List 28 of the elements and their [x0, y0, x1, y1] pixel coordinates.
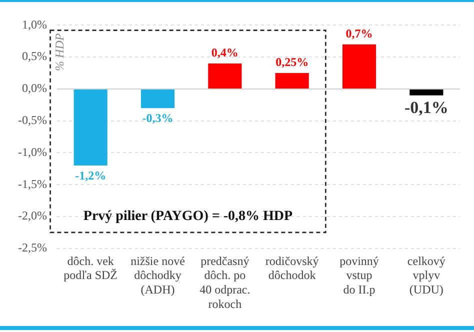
y-tick-label: -2,5%: [18, 240, 47, 255]
y-tick-label: -1,5%: [18, 176, 47, 191]
y-axis-title: % HDP: [52, 32, 66, 71]
x-tick-label: celkový vplyv (UDU): [407, 254, 446, 297]
bar: [74, 88, 108, 166]
x-tick-label: povinný vstup do II.p: [340, 254, 379, 297]
data-label: 0,4%: [211, 46, 238, 60]
annotation: Prvý pilier (PAYGO) = -0,8% HDP: [83, 209, 293, 224]
data-label: 0,25%: [276, 55, 309, 70]
bar: [342, 44, 376, 89]
x-tick-label: rodičovský dôchodok: [265, 254, 319, 282]
data-label: 0,7%: [346, 26, 373, 40]
y-tick-label: 0,5%: [22, 49, 47, 64]
data-label: -0,3%: [142, 111, 174, 126]
y-tick-label: -0,5%: [18, 113, 47, 128]
y-tick-label: 1,0%: [22, 17, 47, 32]
x-tick-label: dôch. vek podľa SDŽ: [64, 254, 118, 282]
x-tick-label: nižšie nové dôchodky (ADH): [130, 254, 185, 297]
data-label: -0,1%: [404, 98, 448, 118]
bar: [208, 63, 242, 89]
y-tick-label: -2,0%: [18, 208, 47, 223]
x-tick-label: predčasný dôch. po 40 odprac. rokoch: [200, 254, 250, 311]
bar: [410, 88, 444, 96]
bar: [275, 73, 309, 89]
y-tick-label: 0,0%: [22, 81, 47, 96]
bar: [140, 88, 175, 108]
data-label: -1,2%: [75, 168, 106, 183]
y-tick-label: -1,0%: [18, 144, 47, 159]
